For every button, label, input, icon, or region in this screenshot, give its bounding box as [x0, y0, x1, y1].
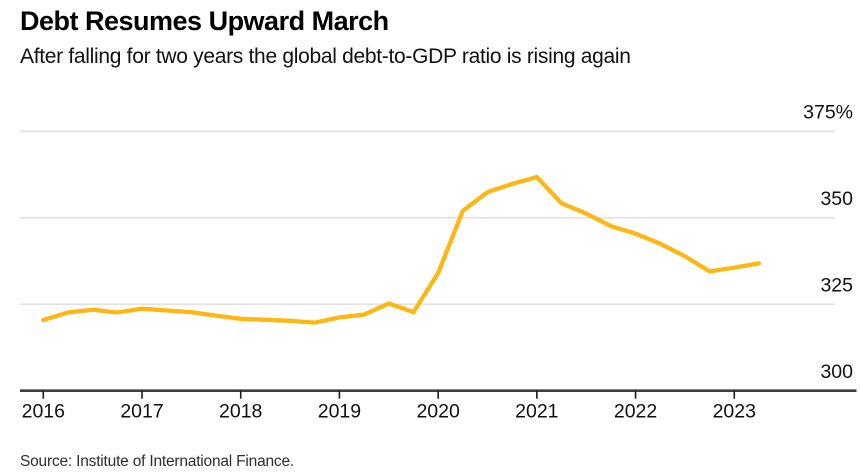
debt-to-gdp-line	[41, 174, 762, 325]
x-tick-label: 2021	[515, 401, 558, 423]
y-tick-label: 375%	[803, 102, 853, 124]
x-tick-label: 2018	[219, 401, 262, 423]
x-tick-label: 2019	[318, 401, 361, 423]
y-tick-label: 300	[820, 361, 853, 383]
chart-subtitle: After falling for two years the global d…	[20, 45, 631, 68]
y-tick-label: 350	[820, 188, 853, 210]
x-tick-label: 2017	[120, 401, 163, 423]
x-tick-label: 2016	[22, 401, 65, 423]
chart-title: Debt Resumes Upward March	[20, 6, 389, 36]
x-tick-label: 2020	[416, 401, 460, 423]
y-tick-label: 325	[820, 275, 853, 297]
x-tick-label: 2022	[614, 401, 657, 423]
source-note: Source: Institute of International Finan…	[20, 453, 295, 470]
x-tick-label: 2023	[713, 401, 756, 423]
